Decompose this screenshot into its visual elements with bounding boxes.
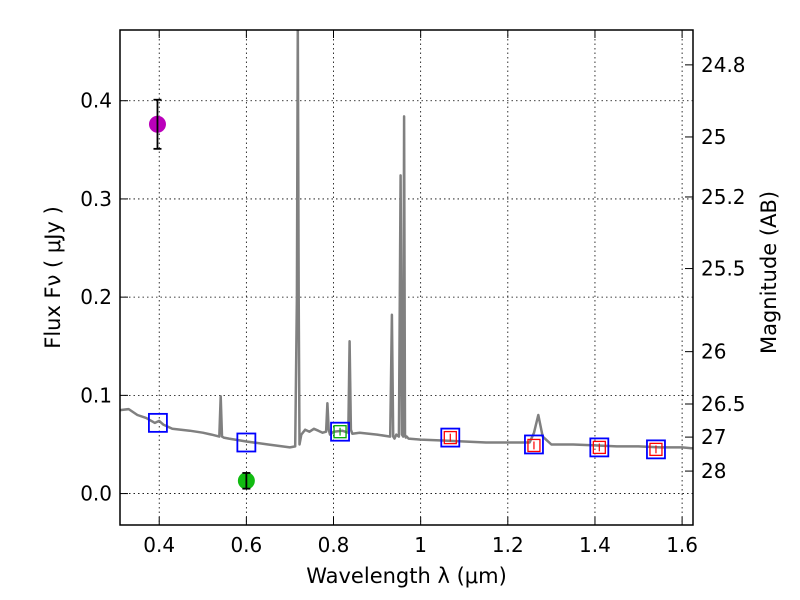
grid (120, 30, 693, 525)
x-tick-label: 0.6 (230, 533, 262, 557)
y2-tick-label: 25.5 (701, 257, 746, 281)
model-photometry-point (330, 421, 350, 442)
y2-tick-label: 26.5 (701, 392, 746, 416)
model-photometry-point (646, 439, 666, 460)
y2-tick-label: 24.8 (701, 53, 746, 77)
model-photometry-point (524, 434, 544, 455)
observed-point (443, 430, 457, 445)
y-tick-label: 0.2 (80, 285, 112, 309)
plot-area (120, 30, 693, 490)
x-tick-label: 0.8 (318, 533, 350, 557)
x-tick-label: 1.2 (492, 533, 524, 557)
y-tick-label: 0.3 (80, 187, 112, 211)
sed-model-line (120, 30, 693, 450)
y-tick-label: 0.0 (80, 482, 112, 506)
x-tick-label: 0.4 (143, 533, 175, 557)
y2-tick-label: 26 (701, 340, 726, 364)
plot-frame (119, 29, 694, 526)
y2-tick-label: 25 (701, 125, 726, 149)
observed-point (527, 438, 541, 453)
model-photometry-point (440, 427, 461, 448)
y2-tick-label: 25.2 (701, 185, 746, 209)
observed-point (649, 442, 663, 457)
x-axis-label: Wavelength λ (μm) (306, 564, 507, 588)
observed-point (592, 440, 606, 455)
model-photometry-point (236, 432, 257, 453)
y-tick-label: 0.4 (80, 89, 112, 113)
model-photometry-point (148, 412, 168, 433)
x-tick-label: 1.4 (579, 533, 611, 557)
axes-ticks: 0.4 0.6 0.8 1 1.2 1.4 1.6 0.0 0.1 0.2 0.3 0.4 24.8 25… (80, 30, 746, 557)
y-tick-label: 0.1 (80, 383, 112, 407)
model-photometry-point (589, 437, 610, 458)
y2-tick-label: 28 (701, 459, 726, 483)
y-axis-label: Flux Fν ( μJy ) (41, 206, 65, 349)
y2-axis-label: Magnitude (AB) (757, 191, 781, 354)
x-tick-label: 1.6 (666, 533, 698, 557)
observed-point (333, 425, 347, 439)
x-tick-label: 1 (414, 533, 427, 557)
y2-tick-label: 27 (701, 425, 726, 449)
